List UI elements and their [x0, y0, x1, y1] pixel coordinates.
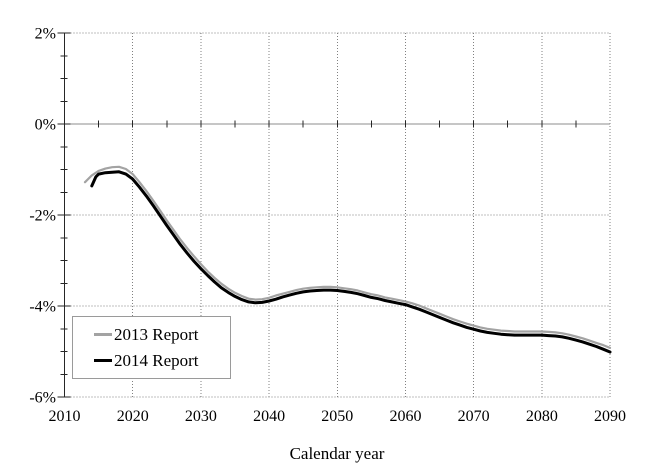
x-tick-label: 2020	[117, 408, 149, 425]
legend-label-2013: 2013 Report	[114, 325, 199, 344]
legend-line-swatch-2014	[94, 359, 112, 362]
x-tick-label: 2070	[458, 408, 490, 425]
series-line-2013-report	[83, 165, 612, 349]
chart-legend: 2013 Report 2014 Report	[72, 316, 231, 379]
x-axis-title: Calendar year	[289, 444, 385, 463]
x-tick-label: 2040	[253, 408, 285, 425]
x-tick-label: 2080	[526, 408, 558, 425]
y-tick-label: -4%	[29, 299, 56, 316]
legend-entry-2013-report: 2013 Report	[94, 326, 230, 343]
legend-entry-2014-report: 2014 Report	[94, 352, 230, 369]
legend-label-2014: 2014 Report	[114, 351, 199, 370]
y-tick-label: -2%	[29, 208, 56, 225]
y-tick-label: 2%	[35, 26, 56, 43]
x-tick-label: 2050	[321, 408, 353, 425]
y-tick-label: 0%	[35, 117, 56, 134]
x-tick-label: 2010	[49, 408, 81, 425]
series-line-2014-report	[90, 170, 612, 354]
legend-line-swatch-2013	[94, 333, 112, 336]
y-tick-label: -6%	[29, 390, 56, 407]
x-tick-label: 2060	[389, 408, 421, 425]
x-tick-label: 2030	[185, 408, 217, 425]
x-tick-label: 2090	[594, 408, 626, 425]
